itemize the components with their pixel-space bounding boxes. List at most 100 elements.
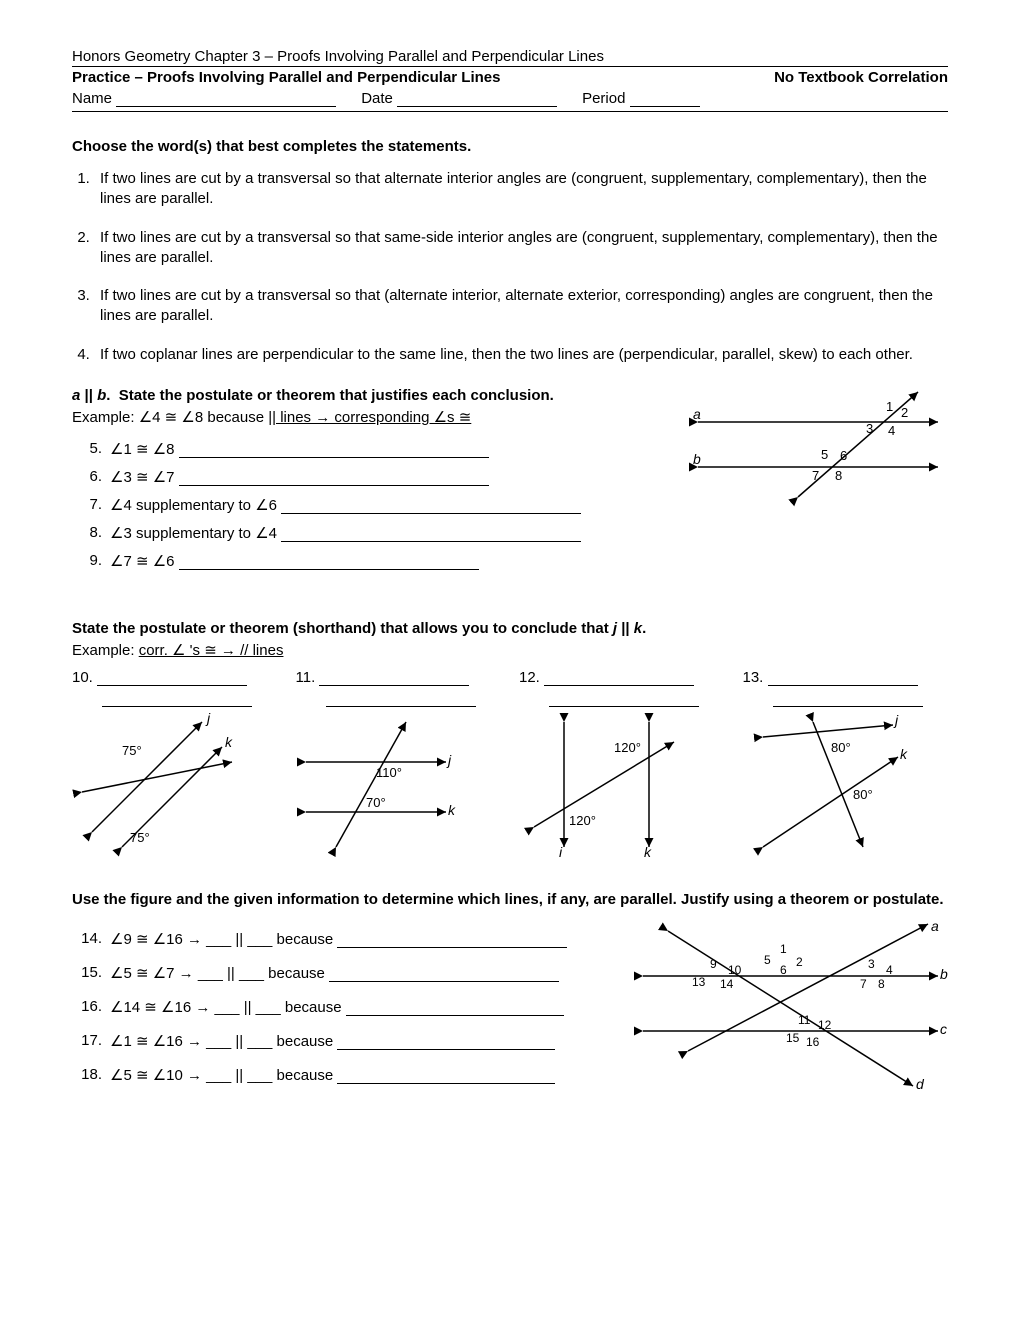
- svg-text:11: 11: [798, 1013, 811, 1027]
- svg-text:75°: 75°: [130, 830, 150, 845]
- q13-blank-b[interactable]: [773, 706, 923, 707]
- section3-example: Example: corr. ∠ 's ≅ → // lines: [72, 641, 948, 659]
- example3-label: Example:: [72, 642, 139, 659]
- svg-text:3: 3: [866, 421, 873, 436]
- q16-blank[interactable]: [346, 998, 564, 1016]
- svg-text:4: 4: [886, 963, 893, 977]
- q1: If two lines are cut by a transversal so…: [94, 169, 948, 210]
- q9-blank[interactable]: [179, 552, 479, 570]
- q8-text: ∠3 supplementary to ∠4: [110, 524, 277, 542]
- svg-text:k: k: [448, 802, 456, 818]
- q4: If two coplanar lines are perpendicular …: [94, 345, 948, 365]
- example-body: ∠4 ≅ ∠8 because: [139, 409, 269, 426]
- section2-questions: 5.∠1 ≅ ∠8 6.∠3 ≅ ∠7 7.∠4 supplementary t…: [72, 440, 668, 570]
- example-reason: || lines → corresponding ∠s ≅: [268, 409, 471, 426]
- rule-bottom: [72, 111, 948, 112]
- q11-blank-b[interactable]: [326, 706, 476, 707]
- q6-num: 6.: [72, 468, 110, 486]
- svg-text:a: a: [931, 918, 939, 934]
- svg-text:110°: 110°: [376, 765, 402, 780]
- q10-blank-a[interactable]: [97, 685, 247, 686]
- section2-example: Example: ∠4 ≅ ∠8 because || lines → corr…: [72, 408, 668, 426]
- fig11: j k 110° 70°: [296, 707, 466, 857]
- svg-text:1: 1: [780, 942, 787, 956]
- q12-blank-b[interactable]: [549, 706, 699, 707]
- q5-num: 5.: [72, 440, 110, 458]
- svg-text:75°: 75°: [122, 743, 142, 758]
- svg-text:j: j: [893, 712, 899, 728]
- svg-text:5: 5: [821, 447, 828, 462]
- section3-heading: State the postulate or theorem (shorthan…: [72, 620, 948, 637]
- q17-text: ∠1 ≅ ∠16 → ___ || ___ because: [110, 1032, 333, 1050]
- q11-blank-a[interactable]: [319, 685, 469, 686]
- q8-blank[interactable]: [281, 524, 581, 542]
- fig13: j k 80° 80°: [743, 707, 913, 857]
- q6-blank[interactable]: [179, 468, 489, 486]
- svg-text:a: a: [693, 406, 701, 422]
- q7-blank[interactable]: [281, 496, 581, 514]
- svg-text:14: 14: [720, 977, 734, 991]
- svg-text:8: 8: [878, 977, 885, 991]
- q8-num: 8.: [72, 524, 110, 542]
- svg-text:b: b: [693, 451, 701, 467]
- svg-text:12: 12: [818, 1018, 832, 1032]
- q18-blank[interactable]: [337, 1066, 555, 1084]
- svg-text:9: 9: [710, 957, 717, 971]
- example-label: Example:: [72, 409, 139, 426]
- chapter-title: Honors Geometry Chapter 3 – Proofs Invol…: [72, 48, 948, 65]
- svg-text:120°: 120°: [569, 813, 596, 828]
- svg-text:2: 2: [796, 955, 803, 969]
- svg-text:2: 2: [901, 405, 908, 420]
- svg-text:80°: 80°: [853, 787, 873, 802]
- svg-text:15: 15: [786, 1031, 800, 1045]
- correlation: No Textbook Correlation: [774, 69, 948, 86]
- q6-text: ∠3 ≅ ∠7: [110, 468, 174, 486]
- q12-num: 12.: [519, 669, 540, 686]
- fig10: j k 75° 75°: [72, 707, 242, 857]
- svg-text:6: 6: [840, 448, 847, 463]
- svg-text:k: k: [900, 746, 908, 762]
- svg-text:k: k: [644, 844, 652, 857]
- q15-blank[interactable]: [329, 964, 559, 982]
- q5-blank[interactable]: [179, 440, 489, 458]
- svg-text:b: b: [940, 966, 948, 982]
- name-label: Name: [72, 90, 112, 107]
- svg-text:c: c: [940, 1021, 947, 1037]
- q17-blank[interactable]: [337, 1032, 555, 1050]
- section2-heading: a || b. State the postulate or theorem t…: [72, 387, 668, 404]
- q13-blank-a[interactable]: [768, 685, 918, 686]
- diagram-abcd: a b c d 1 2 5 6 3 4 7 8 9 10 13 14 11 12…: [628, 916, 948, 1106]
- svg-text:3: 3: [868, 957, 875, 971]
- date-blank[interactable]: [397, 106, 557, 107]
- section3-grid: 10. j k 75° 75° 11. j k 110° 70° 12.: [72, 669, 948, 857]
- svg-text:6: 6: [780, 963, 787, 977]
- name-date-period: Name Date Period: [72, 90, 948, 107]
- svg-text:7: 7: [812, 468, 819, 483]
- q5-text: ∠1 ≅ ∠8: [110, 440, 174, 458]
- svg-text:80°: 80°: [831, 740, 851, 755]
- svg-text:5: 5: [764, 953, 771, 967]
- svg-text:d: d: [916, 1076, 925, 1092]
- svg-text:8: 8: [835, 468, 842, 483]
- q14-blank[interactable]: [337, 930, 567, 948]
- svg-text:4: 4: [888, 423, 895, 438]
- section1-heading: Choose the word(s) that best completes t…: [72, 138, 948, 155]
- svg-text:j: j: [557, 844, 563, 857]
- section4-heading: Use the figure and the given information…: [72, 891, 948, 908]
- q12-blank-a[interactable]: [544, 685, 694, 686]
- q10-num: 10.: [72, 669, 93, 686]
- fig12: j k 120° 120°: [519, 707, 689, 857]
- svg-text:j: j: [446, 752, 452, 768]
- q14-text: ∠9 ≅ ∠16 → ___ || ___ because: [110, 930, 333, 948]
- q16-num: 16.: [72, 998, 110, 1016]
- name-blank[interactable]: [116, 106, 336, 107]
- period-blank[interactable]: [630, 106, 700, 107]
- example3-reason: corr. ∠ 's ≅ → // lines: [139, 642, 284, 659]
- q7-num: 7.: [72, 496, 110, 514]
- q18-num: 18.: [72, 1066, 110, 1084]
- svg-text:70°: 70°: [366, 795, 386, 810]
- q2: If two lines are cut by a transversal so…: [94, 228, 948, 269]
- q10-blank-b[interactable]: [102, 706, 252, 707]
- svg-text:k: k: [225, 734, 233, 750]
- svg-text:j: j: [205, 710, 211, 726]
